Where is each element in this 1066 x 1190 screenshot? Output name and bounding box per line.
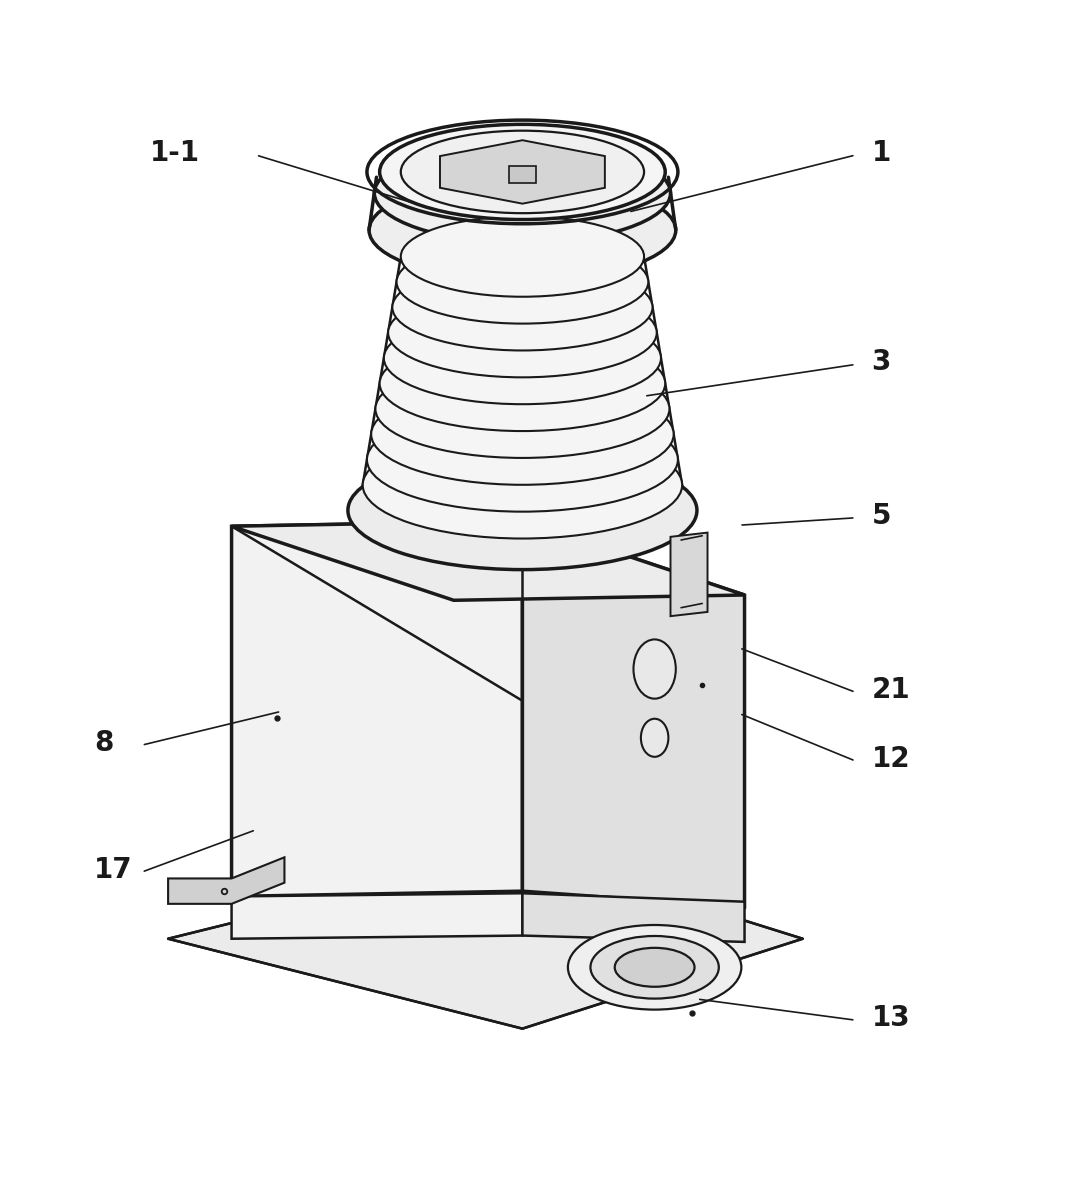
Polygon shape <box>231 894 522 939</box>
Ellipse shape <box>401 131 644 213</box>
Text: 13: 13 <box>871 1004 910 1032</box>
Ellipse shape <box>367 408 678 512</box>
Ellipse shape <box>401 217 644 296</box>
Ellipse shape <box>379 124 665 219</box>
Polygon shape <box>522 521 744 907</box>
Ellipse shape <box>568 925 741 1009</box>
Polygon shape <box>508 165 536 182</box>
Polygon shape <box>231 521 522 896</box>
Text: 8: 8 <box>94 729 113 757</box>
Text: 5: 5 <box>871 502 891 530</box>
Polygon shape <box>522 894 744 942</box>
Ellipse shape <box>388 288 657 377</box>
Ellipse shape <box>379 336 665 431</box>
Ellipse shape <box>384 312 661 405</box>
Polygon shape <box>168 851 803 1028</box>
Text: 17: 17 <box>94 856 132 884</box>
Ellipse shape <box>392 264 652 351</box>
Ellipse shape <box>374 143 671 243</box>
Ellipse shape <box>591 937 718 998</box>
Ellipse shape <box>615 948 695 987</box>
Ellipse shape <box>348 451 697 570</box>
Ellipse shape <box>362 432 682 539</box>
Ellipse shape <box>641 719 668 757</box>
Polygon shape <box>168 857 285 904</box>
Polygon shape <box>440 140 604 203</box>
Ellipse shape <box>633 639 676 699</box>
Ellipse shape <box>369 180 676 281</box>
Text: 21: 21 <box>871 676 910 704</box>
Text: 12: 12 <box>871 745 910 774</box>
Text: 3: 3 <box>871 349 891 376</box>
Polygon shape <box>231 521 744 600</box>
Ellipse shape <box>371 383 674 484</box>
Text: 1: 1 <box>871 139 891 167</box>
Ellipse shape <box>358 456 687 565</box>
Ellipse shape <box>397 240 648 324</box>
Text: 1-1: 1-1 <box>150 139 199 167</box>
Polygon shape <box>671 533 708 616</box>
Ellipse shape <box>375 359 669 458</box>
